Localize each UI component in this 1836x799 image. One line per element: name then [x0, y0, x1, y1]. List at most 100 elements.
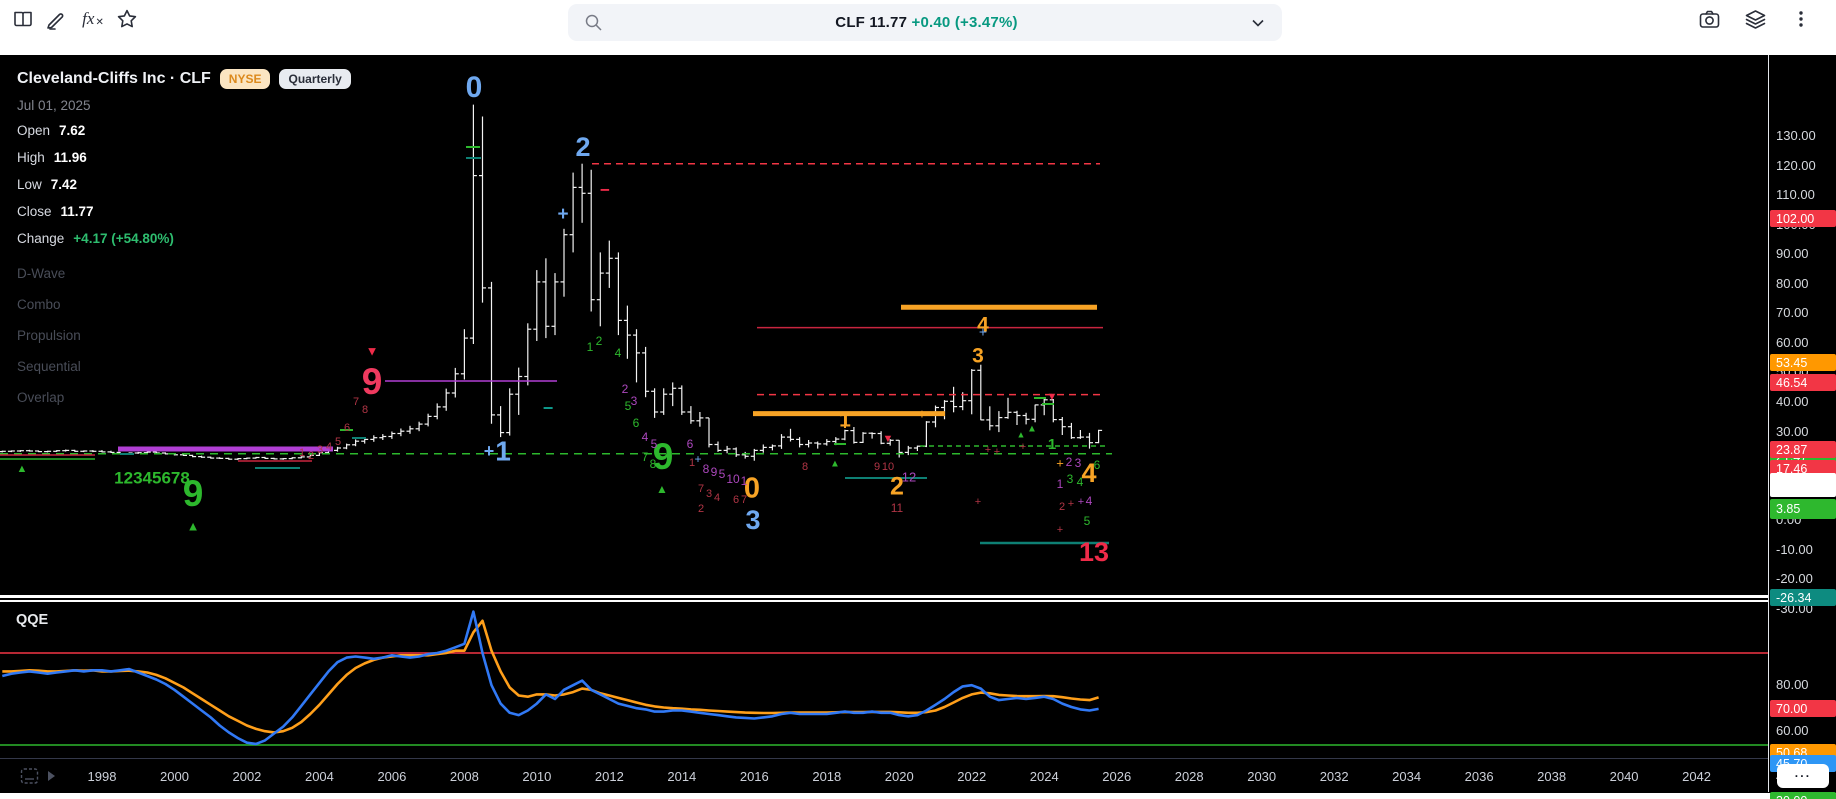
- legend-row-label: Open: [17, 123, 51, 138]
- ohlc-bar: [397, 428, 405, 437]
- ohlc-bar: [442, 388, 450, 411]
- seq-annotation: 2: [890, 473, 904, 501]
- ohlc-bar: [1049, 399, 1057, 423]
- indicator-item-propulsion[interactable]: Propulsion: [17, 328, 81, 343]
- ohlc-bar: [1004, 397, 1012, 419]
- symbol-search-bar[interactable]: CLF 11.77 +0.40 (+3.47%): [568, 4, 1282, 41]
- ohlc-bar: [0, 450, 6, 453]
- indicator-item-overlap[interactable]: Overlap: [17, 390, 65, 405]
- legend-row-value: 11.96: [53, 150, 87, 165]
- goto-date-icon[interactable]: [20, 767, 40, 785]
- expand-arrow-icon[interactable]: [46, 770, 56, 782]
- price-axis[interactable]: 130.00120.00110.00100.0090.0080.0070.006…: [1768, 55, 1836, 799]
- chevron-down-icon[interactable]: [1250, 15, 1266, 31]
- ohlc-bar: [750, 448, 758, 461]
- ohlc-bar: [633, 329, 640, 383]
- ohlc-bar: [497, 406, 505, 438]
- seq-annotation: 13: [1079, 537, 1109, 567]
- seq-annotation: 5: [651, 437, 658, 451]
- symbol-title[interactable]: Cleveland-Cliffs Inc · CLF: [17, 70, 211, 87]
- qqe-indicator-label[interactable]: QQE: [16, 612, 49, 628]
- year-label: 2022: [957, 769, 987, 784]
- ohlc-rows: Open 7.62 High 11.96 Low 7.42 Close 11.77 Change…: [17, 123, 351, 248]
- ohlc-bar: [234, 458, 242, 461]
- seq-annotation: 6: [1094, 458, 1101, 472]
- kebab-menu-icon[interactable]: [1786, 4, 1816, 34]
- year-label: 2030: [1247, 769, 1277, 784]
- ohlc-bar: [343, 443, 351, 450]
- search-icon: [585, 14, 602, 31]
- ohlc-bar: [569, 172, 577, 253]
- qqe-pane[interactable]: [0, 602, 1768, 758]
- interval-badge[interactable]: Quarterly: [279, 69, 351, 89]
- seq-annotation: 4: [1086, 494, 1093, 508]
- ohlc-bar: [515, 367, 523, 415]
- ohlc-bar: [778, 434, 785, 449]
- ohlc-bar: [16, 450, 24, 452]
- year-label: 2020: [884, 769, 914, 784]
- seq-annotation: 6: [687, 437, 694, 451]
- ohlc-bar: [143, 451, 151, 454]
- ohlc-bar: [288, 457, 296, 460]
- seq-annotation: +: [975, 496, 981, 508]
- ohlc-bar: [451, 367, 459, 398]
- seq-annotation: 8: [650, 457, 657, 471]
- seq-annotation: ▲: [1027, 424, 1037, 435]
- ohlc-bar: [297, 456, 305, 459]
- drawing-pencil-icon[interactable]: [40, 4, 70, 34]
- indicators-fx-icon[interactable]: fx ✕: [82, 9, 104, 28]
- indicator-item-sequential[interactable]: Sequential: [17, 359, 81, 374]
- seq-annotation: 3: [317, 444, 323, 456]
- ohlc-bar: [7, 450, 15, 453]
- ohlc-bar: [705, 417, 713, 448]
- seq-annotation: 7: [353, 396, 359, 408]
- seq-annotation: +: [1057, 524, 1063, 536]
- pane-separator[interactable]: [0, 595, 1836, 598]
- seq-annotation: 1: [299, 447, 305, 459]
- ohlc-bar: [932, 405, 939, 428]
- ohlc-bar: [161, 452, 169, 455]
- indicator-item-combo[interactable]: Combo: [17, 297, 61, 312]
- seq-annotation: 2: [1059, 501, 1065, 513]
- ohlc-bar: [886, 439, 894, 446]
- year-label: 2002: [232, 769, 262, 784]
- ohlc-bar: [732, 447, 740, 457]
- layers-icon[interactable]: [1740, 4, 1770, 34]
- price-axis-label: 80.00: [1776, 276, 1809, 291]
- seq-annotation: +: [1020, 441, 1026, 453]
- seq-annotation: 1: [587, 340, 594, 354]
- year-label: 2016: [739, 769, 769, 784]
- ohlc-bar: [460, 329, 468, 380]
- watchlist-book-icon[interactable]: [8, 4, 38, 34]
- price-axis-label: 60.00: [1776, 335, 1809, 350]
- ohlc-bar: [687, 406, 695, 424]
- snapshot-camera-icon[interactable]: [1694, 4, 1724, 34]
- seq-annotation: +: [484, 441, 495, 461]
- ohlc-bar: [642, 346, 650, 398]
- seq-annotation: 3: [706, 488, 712, 500]
- legend-row-label: Low: [17, 177, 42, 192]
- seq-annotation: 10: [726, 472, 740, 486]
- favorites-star-icon[interactable]: [112, 4, 142, 34]
- ohlc-bar: [533, 270, 541, 341]
- ohlc-bar: [62, 449, 70, 452]
- indicator-item-d-wave[interactable]: D-Wave: [17, 266, 66, 281]
- symbol-change-text: +0.40 (+3.47%): [911, 14, 1018, 31]
- legend-row: High 11.96: [17, 150, 351, 167]
- ohlc-bar: [488, 281, 495, 424]
- qqe-axis-label: 80.00: [1776, 677, 1809, 692]
- price-axis-label: 30.00: [1776, 424, 1809, 439]
- seq-annotation: 2: [698, 503, 704, 515]
- ohlc-bar: [44, 450, 52, 453]
- legend-row-label: Close: [17, 204, 52, 219]
- ohlc-bar: [424, 413, 432, 427]
- exchange-badge: NYSE: [219, 69, 271, 89]
- ohlc-bar: [334, 446, 341, 452]
- ohlc-bar: [35, 450, 42, 453]
- ohlc-bar: [261, 456, 269, 459]
- price-axis-label: 90.00: [1776, 246, 1809, 261]
- ohlc-bar: [189, 454, 197, 458]
- time-axis[interactable]: ··· 1998 2000 2002 2004 2006 2008 2010 2012 2014…: [0, 758, 1836, 793]
- time-axis-more-button[interactable]: ···: [1777, 764, 1829, 788]
